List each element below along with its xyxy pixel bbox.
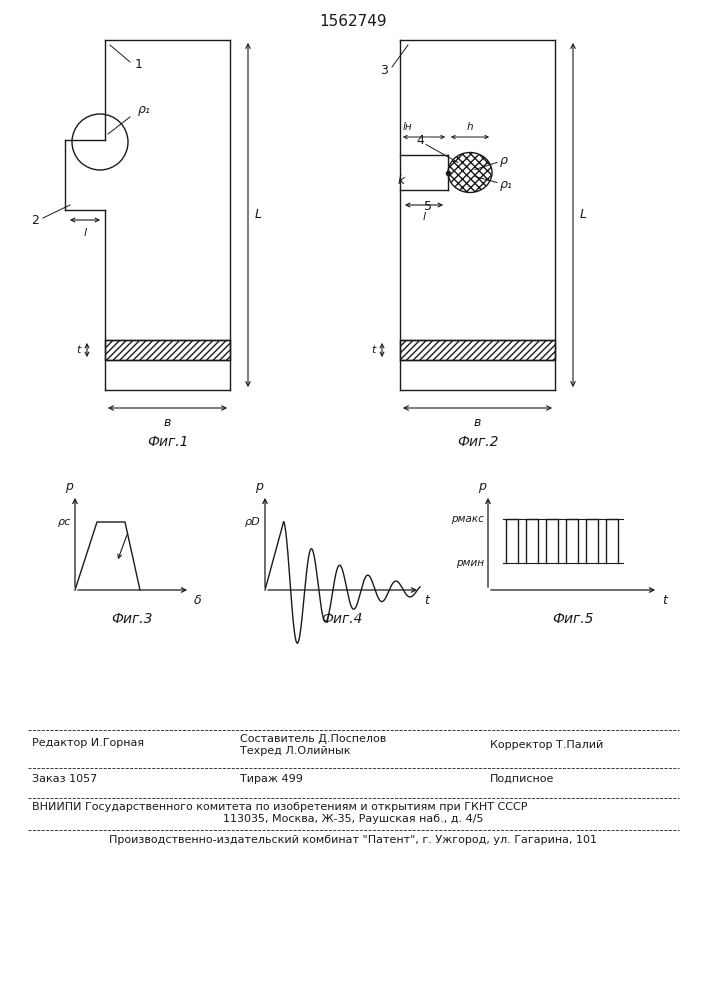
- Text: в: в: [474, 416, 481, 429]
- Text: ρD: ρD: [245, 517, 261, 527]
- Text: Фиг.2: Фиг.2: [457, 435, 498, 449]
- Text: Подписное: Подписное: [490, 774, 554, 784]
- Text: δ: δ: [194, 594, 201, 607]
- Text: ВНИИПИ Государственного комитета по изобретениям и открытиям при ГКНТ СССР: ВНИИПИ Государственного комитета по изоб…: [32, 802, 527, 812]
- Text: t: t: [662, 594, 667, 607]
- Text: Заказ 1057: Заказ 1057: [32, 774, 98, 784]
- Text: ρ₁: ρ₁: [500, 178, 513, 191]
- Text: ρc: ρc: [58, 517, 71, 527]
- Text: pмакс: pмакс: [451, 514, 484, 524]
- Text: p: p: [478, 480, 486, 493]
- Text: 113035, Москва, Ж-35, Раушская наб., д. 4/5: 113035, Москва, Ж-35, Раушская наб., д. …: [223, 814, 484, 824]
- Text: Редактор И.Горная: Редактор И.Горная: [32, 738, 144, 748]
- Text: Фиг.5: Фиг.5: [552, 612, 594, 626]
- Ellipse shape: [448, 152, 492, 192]
- Text: ρ₁: ρ₁: [138, 104, 151, 116]
- Text: Фиг.4: Фиг.4: [322, 612, 363, 626]
- Bar: [105, 340, 230, 360]
- Text: Корректор Т.Палий: Корректор Т.Палий: [490, 740, 603, 750]
- Text: 4: 4: [416, 134, 424, 147]
- Text: Производственно-издательский комбинат "Патент", г. Ужгород, ул. Гагарина, 101: Производственно-издательский комбинат "П…: [109, 835, 597, 845]
- Text: lн: lн: [403, 122, 413, 132]
- Text: l: l: [423, 212, 426, 222]
- Text: t: t: [76, 345, 81, 355]
- Text: в: в: [164, 416, 171, 429]
- Text: 5: 5: [424, 200, 432, 214]
- Bar: [400, 340, 555, 360]
- Text: 1562749: 1562749: [319, 14, 387, 29]
- Text: t: t: [372, 345, 376, 355]
- Text: l: l: [83, 228, 86, 238]
- Text: L: L: [580, 209, 587, 222]
- Text: p: p: [65, 480, 73, 493]
- Text: Составитель Д.Поспелов: Составитель Д.Поспелов: [240, 734, 386, 744]
- Text: Фиг.3: Фиг.3: [112, 612, 153, 626]
- Text: 1: 1: [135, 58, 143, 72]
- Text: p: p: [255, 480, 263, 493]
- Text: L: L: [255, 209, 262, 222]
- Text: t: t: [424, 594, 429, 607]
- Text: Техред Л.Олийнык: Техред Л.Олийнык: [240, 746, 351, 756]
- Text: pмин: pмин: [456, 558, 484, 568]
- Text: Фиг.1: Фиг.1: [147, 435, 188, 449]
- Text: Тираж 499: Тираж 499: [240, 774, 303, 784]
- Text: ρ: ρ: [500, 154, 508, 167]
- Text: k: k: [398, 174, 405, 187]
- Text: h: h: [467, 122, 473, 132]
- Text: 2: 2: [31, 214, 39, 227]
- Text: 3: 3: [380, 64, 388, 77]
